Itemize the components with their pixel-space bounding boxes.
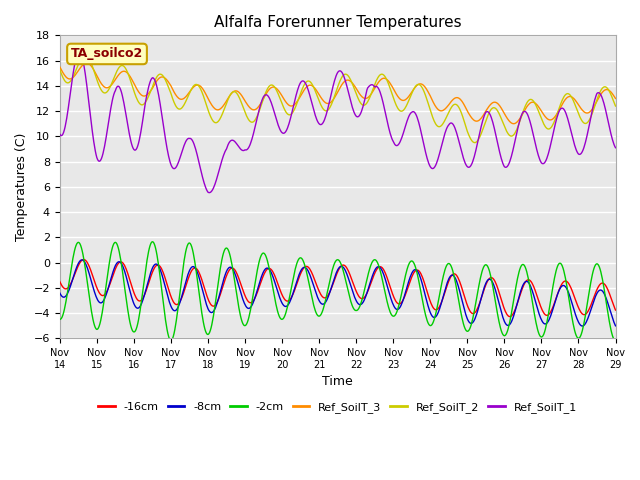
X-axis label: Time: Time [323,375,353,388]
Title: Alfalfa Forerunner Temperatures: Alfalfa Forerunner Temperatures [214,15,461,30]
Y-axis label: Temperatures (C): Temperatures (C) [15,132,28,241]
Legend: -16cm, -8cm, -2cm, Ref_SoilT_3, Ref_SoilT_2, Ref_SoilT_1: -16cm, -8cm, -2cm, Ref_SoilT_3, Ref_Soil… [93,398,582,418]
Text: TA_soilco2: TA_soilco2 [71,48,143,60]
